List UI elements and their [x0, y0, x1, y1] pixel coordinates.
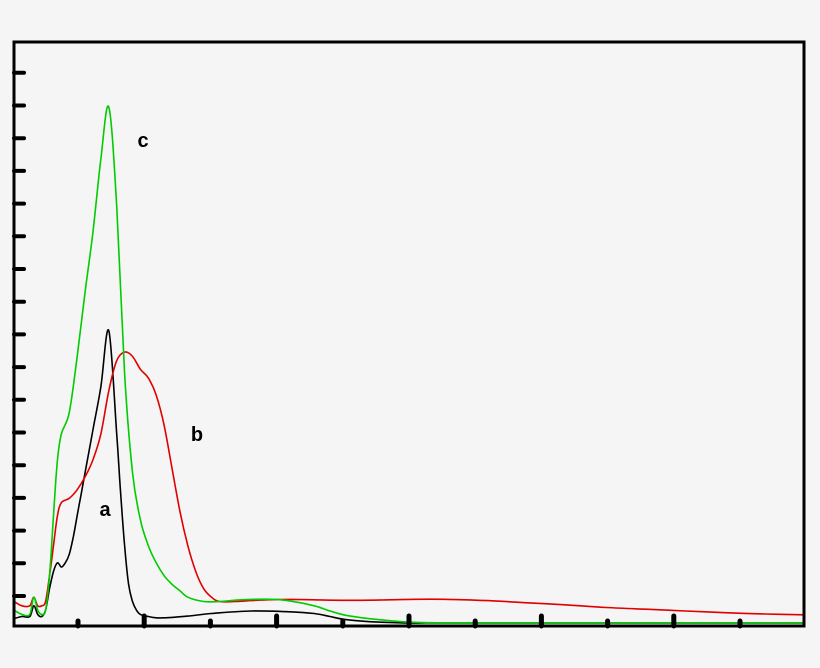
label-layer: a b c — [99, 130, 203, 521]
series-layer — [13, 105, 805, 624]
series-line-c — [13, 105, 804, 624]
series-line-b — [13, 351, 805, 616]
series-line-a — [13, 329, 804, 624]
series-label-a: a — [99, 499, 111, 521]
tick-layer — [12, 70, 743, 629]
plot-background — [14, 42, 804, 626]
series-label-c: c — [137, 130, 148, 152]
series-label-b: b — [191, 424, 203, 446]
